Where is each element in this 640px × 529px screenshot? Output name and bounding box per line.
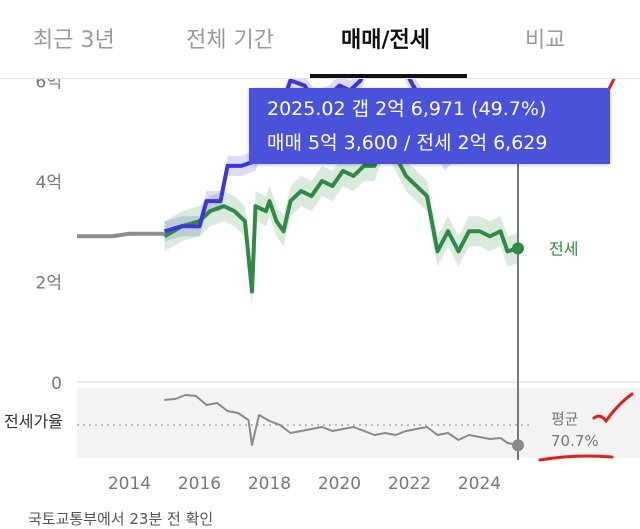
ratio-average-value: 70.7% — [551, 432, 599, 450]
ratio-average-label: 평균 — [551, 410, 579, 428]
tooltip-gap-line: 2025.02 갭 2억 6,971 (49.7%) — [267, 98, 547, 120]
x-tick-label: 2014 — [108, 474, 151, 494]
x-tick-label: 2020 — [318, 474, 361, 494]
tab-all-period[interactable]: 전체 기간 — [186, 28, 274, 53]
tab-sale-jeonse[interactable]: 매매/전세 — [341, 28, 430, 53]
x-tick-label: 2016 — [178, 474, 221, 494]
series-line-ratio — [164, 394, 519, 447]
y-tick-label: 6억 — [36, 79, 62, 93]
jeonse-end-point — [512, 242, 524, 255]
x-tick-label: 2024 — [458, 474, 501, 494]
tooltip-price-line: 매매 5억 3,600 / 전세 2억 6,629 — [267, 132, 548, 154]
tab-compare[interactable]: 비교 — [525, 28, 566, 53]
jeonse-series-label: 전세 — [549, 239, 578, 258]
x-tick-label: 2018 — [248, 474, 291, 494]
check-mark-icon — [592, 392, 634, 424]
active-tab-indicator — [310, 74, 467, 78]
tab-recent-3-years[interactable]: 최근 3년 — [33, 28, 115, 53]
ratio-panel-label: 전세가율 — [4, 412, 63, 431]
underline-annotation — [538, 454, 614, 462]
y-tick-label: 0 — [51, 374, 62, 394]
period-tabs: 최근 3년 전체 기간 매매/전세 비교 — [0, 0, 640, 79]
y-tick-label: 2억 — [36, 274, 62, 294]
series-line-average — [77, 231, 165, 239]
series-line-jeonse — [163, 133, 519, 294]
x-tick-label: 2022 — [388, 474, 431, 494]
y-tick-label: 4억 — [36, 173, 62, 193]
ratio-end-point — [512, 439, 524, 452]
data-source-note: 국토교통부에서 23분 전 확인 — [28, 510, 214, 528]
hover-tooltip: 2025.02 갭 2억 6,971 (49.7%) 매매 5억 3,600 /… — [249, 88, 610, 164]
